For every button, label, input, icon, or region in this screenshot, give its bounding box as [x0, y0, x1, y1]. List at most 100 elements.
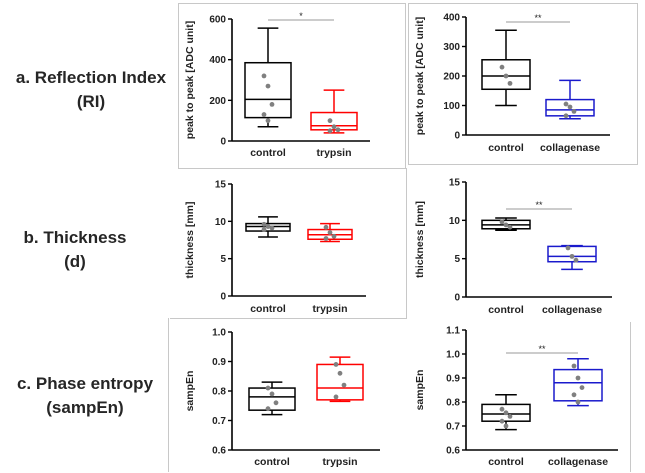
row-label-line2: (d) — [64, 252, 86, 271]
y-tick-label: 200 — [209, 96, 226, 107]
y-axis-label: thickness [mm] — [414, 201, 426, 278]
y-tick-label: 0 — [220, 137, 226, 148]
data-point — [507, 414, 513, 419]
box-collagenase — [545, 79, 595, 120]
iqr-box — [310, 111, 358, 131]
x-category-label: control — [250, 147, 286, 159]
y-tick-label: 0.6 — [446, 446, 460, 457]
x-category-label: control — [488, 456, 524, 468]
data-point — [327, 230, 333, 235]
y-tick-label: 200 — [443, 72, 460, 83]
data-point — [573, 257, 579, 263]
row-label-line2: (sampEn) — [46, 398, 124, 417]
y-tick-label: 0.6 — [212, 446, 226, 457]
x-category-label: control — [250, 303, 286, 315]
y-tick-label: 0.9 — [212, 357, 226, 368]
data-point — [265, 118, 271, 124]
y-tick-label: 0.9 — [446, 374, 460, 385]
y-tick-label: 0.8 — [212, 387, 226, 398]
x-category-label: trypsin — [322, 456, 357, 468]
data-point — [269, 225, 275, 231]
y-tick-label: 1.0 — [212, 328, 226, 339]
data-point — [575, 399, 581, 405]
data-point — [341, 382, 347, 388]
y-tick-label: 300 — [443, 42, 460, 53]
data-point — [563, 113, 569, 119]
boxplot-sampen-collagenase: sampEn 0.6 0.7 0.8 0.9 1.0 1.1 control collagena… — [414, 326, 618, 468]
significance-stars: ** — [534, 13, 542, 23]
box-control — [481, 217, 531, 232]
frame-panel-b-left — [170, 168, 407, 319]
data-point — [335, 127, 341, 133]
x-category-label: trypsin — [312, 303, 347, 315]
y-axis-label: thickness [mm] — [184, 201, 196, 278]
y-tick-label: 0 — [454, 131, 460, 142]
x-category-label: collagenase — [542, 304, 602, 316]
significance-stars: * — [299, 11, 303, 21]
data-point — [503, 423, 509, 429]
data-point — [261, 227, 267, 232]
iqr-box — [244, 61, 292, 119]
y-axis-label: sampEn — [414, 370, 426, 411]
y-tick-label: 5 — [454, 254, 460, 265]
data-point — [269, 391, 275, 397]
data-point — [331, 124, 337, 130]
data-point — [273, 400, 279, 406]
y-tick-label: 400 — [443, 13, 460, 24]
data-point — [567, 104, 573, 110]
y-tick-label: 10 — [215, 217, 227, 228]
data-point — [333, 394, 339, 400]
box-control — [245, 216, 291, 238]
data-point — [337, 370, 343, 376]
iqr-box — [481, 59, 531, 91]
data-point — [331, 233, 337, 239]
data-point — [261, 221, 267, 227]
boxplot-thickness-trypsin: thickness [mm] 0 5 10 15 control trypsin — [184, 180, 366, 315]
box-trypsin — [307, 222, 353, 243]
data-point — [503, 410, 509, 416]
row-label-reflection-index: a. Reflection Index (RI) — [6, 66, 176, 114]
y-tick-label: 5 — [220, 254, 226, 265]
row-label-line1: c. Phase entropy — [16, 374, 154, 393]
boxplot-reflection-index-collagenase: peak to peak [ADC unit] 0 100 200 300 400 cont… — [414, 13, 610, 154]
data-point — [499, 64, 505, 70]
y-tick-label: 1.0 — [446, 350, 460, 361]
y-axis-label: peak to peak [ADC unit] — [184, 21, 196, 139]
data-point — [499, 219, 505, 225]
iqr-box — [316, 363, 364, 401]
box-collagenase — [547, 244, 597, 271]
data-point — [327, 118, 333, 124]
iqr-box — [553, 368, 603, 402]
y-tick-label: 15 — [215, 180, 227, 191]
row-label-line1: b. Thickness — [23, 228, 127, 247]
y-tick-label: 1.1 — [446, 326, 460, 337]
data-point — [499, 406, 505, 412]
data-point — [261, 112, 267, 117]
significance-stars: ** — [535, 200, 543, 210]
significance-stars: ** — [538, 344, 546, 354]
data-point — [323, 224, 329, 230]
data-point — [575, 375, 581, 381]
data-point — [579, 385, 585, 390]
box-control — [244, 27, 292, 128]
data-point — [327, 128, 333, 134]
row-label-line1: a. Reflection Index — [15, 68, 167, 87]
data-point — [503, 222, 509, 228]
data-point — [499, 418, 505, 424]
y-axis-label: peak to peak [ADC unit] — [414, 17, 426, 135]
data-point — [265, 385, 271, 391]
iqr-box — [545, 98, 595, 117]
iqr-box — [547, 245, 597, 263]
data-point — [565, 245, 571, 251]
row-label-phase-entropy: c. Phase entropy (sampEn) — [4, 372, 166, 420]
data-point — [323, 236, 329, 241]
x-category-label: control — [254, 456, 290, 468]
data-point — [503, 73, 509, 79]
iqr-box — [248, 387, 296, 411]
frame-panel-a-right — [408, 3, 638, 165]
frame-panel-c-left — [168, 318, 170, 472]
data-point — [571, 109, 577, 114]
x-category-label: control — [488, 142, 524, 154]
x-category-label: control — [488, 304, 524, 316]
data-point — [569, 253, 575, 259]
